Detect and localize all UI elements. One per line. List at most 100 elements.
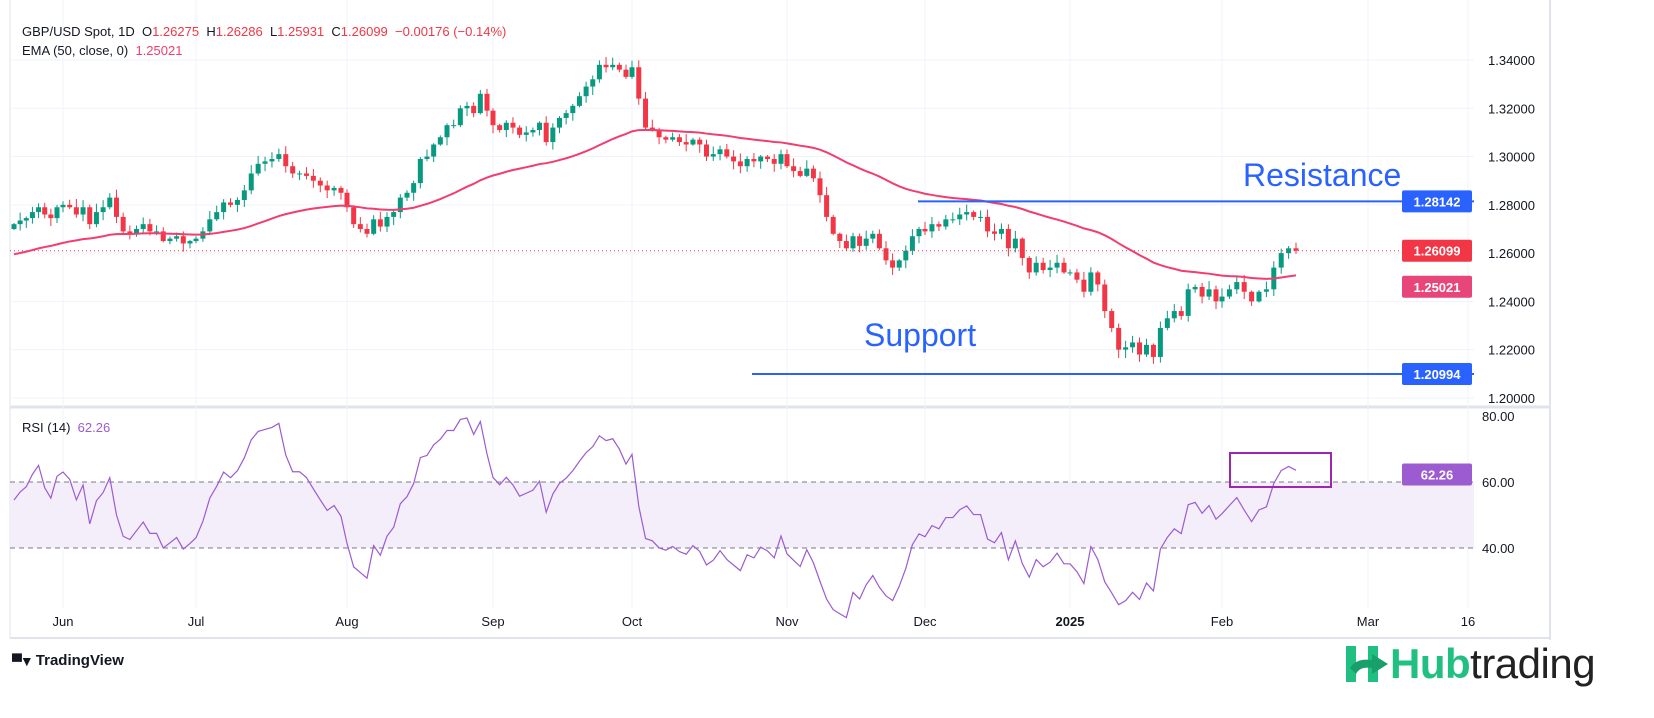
candle-body (11, 224, 17, 229)
candle-body (830, 216, 836, 234)
candle-body (649, 127, 655, 131)
ema-price-badge-bg (1402, 275, 1472, 298)
candle-body (338, 187, 344, 193)
candle-body (676, 137, 682, 143)
candle-body (824, 195, 830, 217)
candle-body (317, 180, 323, 186)
rsi-tick-label: 40.00 (1482, 541, 1515, 556)
candle-body (576, 96, 582, 106)
candle-body (1088, 272, 1094, 292)
hubtrading-icon (1346, 646, 1388, 682)
candle-body (1263, 289, 1269, 292)
candle-body (603, 64, 609, 68)
candle-body (998, 228, 1004, 234)
candle-body (457, 108, 463, 126)
close-value: 1.26099 (340, 24, 388, 39)
candle-body (583, 86, 589, 97)
candle-body (537, 122, 543, 131)
candle-body (683, 142, 689, 145)
ema-line (13, 128, 1297, 280)
rsi-band (10, 482, 1474, 548)
ema-price-badge: 1.25021 (1414, 280, 1461, 295)
candle-body (992, 231, 997, 234)
candle-body (255, 163, 261, 174)
change-value: −0.00176 (−0.14%) (395, 24, 507, 39)
candle-body (80, 207, 86, 215)
candle-body (936, 224, 942, 227)
candle-body (690, 139, 696, 145)
candle-body (23, 218, 29, 221)
candle-body (697, 139, 703, 145)
candle-body (1234, 282, 1240, 290)
candle-body (73, 207, 79, 215)
candle-body (214, 212, 220, 220)
price-tick-label: 1.28000 (1488, 198, 1535, 213)
candle-body (563, 113, 569, 118)
hubtrading-logo: Hub trading (1346, 640, 1596, 688)
candle-body (187, 241, 193, 244)
time-tick-label: Nov (775, 614, 799, 629)
candle-body (744, 158, 750, 167)
candle-body (120, 216, 126, 232)
candle-body (283, 154, 289, 167)
tradingview-logo: ▀▼ TradingView (12, 652, 124, 669)
candle-body (1061, 262, 1067, 273)
candle-body (771, 158, 777, 164)
low-value: 1.25931 (277, 24, 325, 39)
candle-body (717, 149, 723, 155)
candle-body (876, 233, 882, 249)
candle-body (1150, 344, 1156, 357)
candle-body (870, 233, 876, 239)
candle-body (424, 156, 430, 159)
candle-body (297, 173, 303, 175)
candle-body (269, 158, 275, 162)
candle-body (517, 127, 523, 135)
candle-body (1116, 327, 1122, 350)
candle-body (1012, 238, 1018, 249)
support-price-badge-bg (1402, 362, 1472, 385)
candle-body (276, 154, 282, 159)
candle-body (262, 161, 268, 164)
candle-body (778, 154, 784, 164)
candle-body (863, 238, 869, 246)
candle-body (663, 137, 669, 140)
candle-body (451, 125, 457, 127)
candle-body (134, 228, 140, 234)
rsi-value-badge: 62.26 (1421, 468, 1454, 483)
candle-body (530, 130, 536, 133)
candle-body (751, 158, 757, 162)
candle-body (17, 220, 23, 225)
open-value: 1.26275 (152, 24, 200, 39)
candle-body (623, 69, 629, 77)
candle-body (1143, 344, 1149, 355)
time-tick-label: Oct (622, 614, 643, 629)
candle-body (444, 125, 450, 138)
candle-body (971, 212, 977, 217)
candle-body (704, 144, 709, 157)
candle-body (324, 185, 330, 191)
candle-body (943, 219, 949, 227)
candle-body (1137, 342, 1143, 355)
candle-body (391, 212, 397, 217)
resistance-price-badge-bg (1402, 190, 1472, 213)
candle-body (890, 260, 896, 268)
candle-body (784, 154, 790, 167)
candle-body (1199, 286, 1205, 297)
low-label: L (269, 24, 278, 39)
candle-body (896, 260, 902, 268)
candle-body (710, 154, 716, 157)
candle-body (1206, 289, 1212, 297)
candle-body (857, 236, 863, 246)
candle-body (758, 156, 764, 162)
candle-body (1185, 289, 1191, 316)
candle-body (1130, 342, 1136, 348)
close-label: C (331, 24, 341, 39)
candle-body (1067, 272, 1073, 274)
candle-body (113, 197, 119, 217)
candle-body (724, 149, 730, 157)
candle-body (437, 137, 443, 145)
time-tick-label: Mar (1357, 614, 1380, 629)
candle-body (331, 187, 337, 191)
